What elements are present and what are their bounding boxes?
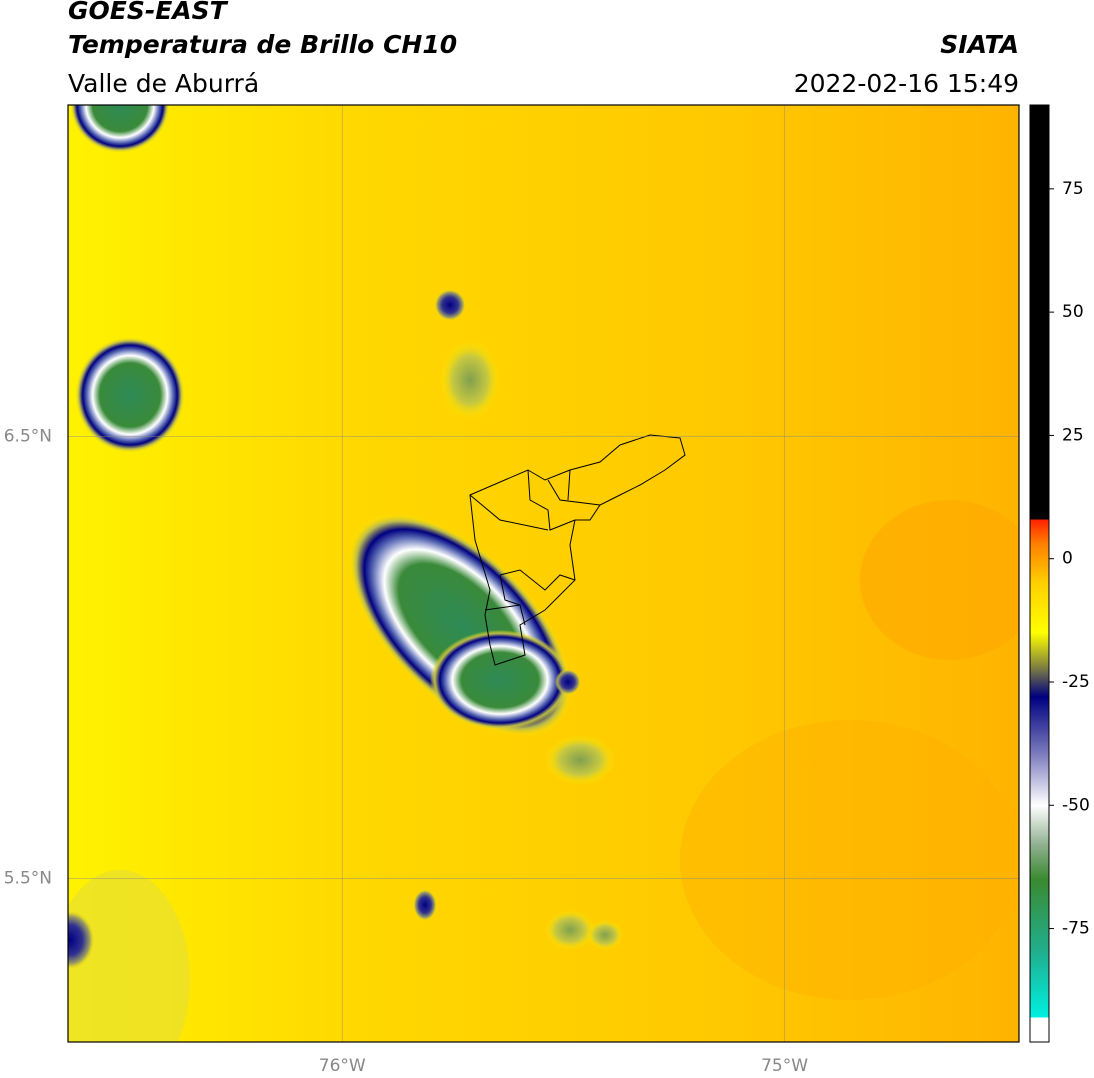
satellite-image: [68, 105, 1019, 1042]
graticule: [68, 105, 1019, 1042]
colorbar: [1029, 104, 1050, 1043]
lon-label: 76°W: [319, 1056, 366, 1076]
colorbar-tick-label: 50: [1062, 302, 1084, 322]
lat-label: 6.5°N: [4, 426, 52, 446]
lat-label: 5.5°N: [4, 868, 52, 888]
municipal-boundaries: [469, 434, 686, 666]
colorbar-tick-label: 75: [1062, 179, 1084, 199]
region: Valle de Aburrá: [68, 69, 259, 98]
colorbar-tick-label: -50: [1062, 795, 1090, 815]
source: SIATA: [940, 30, 1019, 59]
colorbar-tick-label: -25: [1062, 672, 1090, 692]
subtitle: Temperatura de Brillo CH10: [68, 30, 457, 59]
colorbar-tick-label: 25: [1062, 425, 1084, 445]
map-frame: [67, 104, 1020, 1043]
colorbar-tick-label: 0: [1062, 549, 1073, 569]
colorbar-tick-label: -75: [1062, 919, 1090, 939]
title: GOES-EAST: [68, 0, 229, 25]
datetime: 2022-02-16 15:49: [794, 69, 1019, 98]
lon-label: 75°W: [761, 1056, 808, 1076]
